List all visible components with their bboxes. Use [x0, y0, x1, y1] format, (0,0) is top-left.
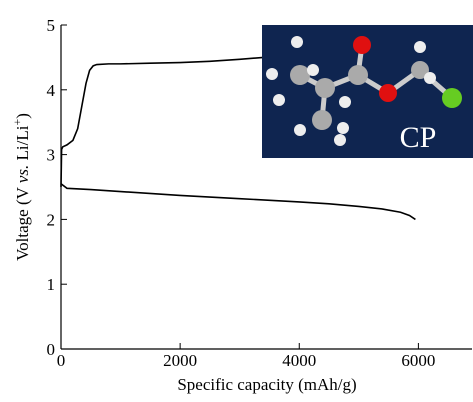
chart: 0 1 2 3 4 5 0 2000 4000 6000 CP Specific capacity… [0, 0, 473, 397]
y-label-part: Voltage (V [13, 183, 32, 261]
atom [353, 36, 371, 54]
atom [266, 68, 278, 80]
x-tick-label: 0 [57, 351, 66, 370]
atom [294, 124, 306, 136]
atom [337, 122, 349, 134]
y-label-part: vs. [13, 165, 32, 183]
atom [414, 41, 426, 53]
atom [307, 64, 319, 76]
atom [312, 110, 332, 130]
y-label-part: ) [13, 113, 32, 119]
y-tick-label: 4 [47, 81, 56, 100]
y-label-part: Li/Li [13, 125, 32, 164]
atom [273, 94, 285, 106]
inset-label: CP [400, 121, 437, 154]
y-tick-label: 3 [47, 146, 56, 165]
atom [334, 134, 346, 146]
y-tick-label: 0 [47, 340, 56, 359]
y-tick-label: 5 [47, 16, 56, 35]
x-tick-label: 2000 [163, 351, 197, 370]
atom [348, 65, 368, 85]
x-tick-label: 6000 [401, 351, 435, 370]
atom [315, 78, 335, 98]
data-line [61, 57, 264, 187]
y-tick-label: 2 [47, 210, 56, 229]
data-line [61, 184, 415, 220]
x-tick-label: 4000 [282, 351, 316, 370]
atom [442, 88, 462, 108]
atom [291, 36, 303, 48]
inset: CP [262, 25, 473, 158]
atom [290, 65, 310, 85]
atom [339, 96, 351, 108]
x-axis-label: Specific capacity (mAh/g) [177, 375, 356, 394]
atom [379, 84, 397, 102]
atom [424, 72, 436, 84]
y-tick-label: 1 [47, 275, 56, 294]
y-axis-label: Voltage (V vs. Li/Li+) [10, 113, 32, 261]
